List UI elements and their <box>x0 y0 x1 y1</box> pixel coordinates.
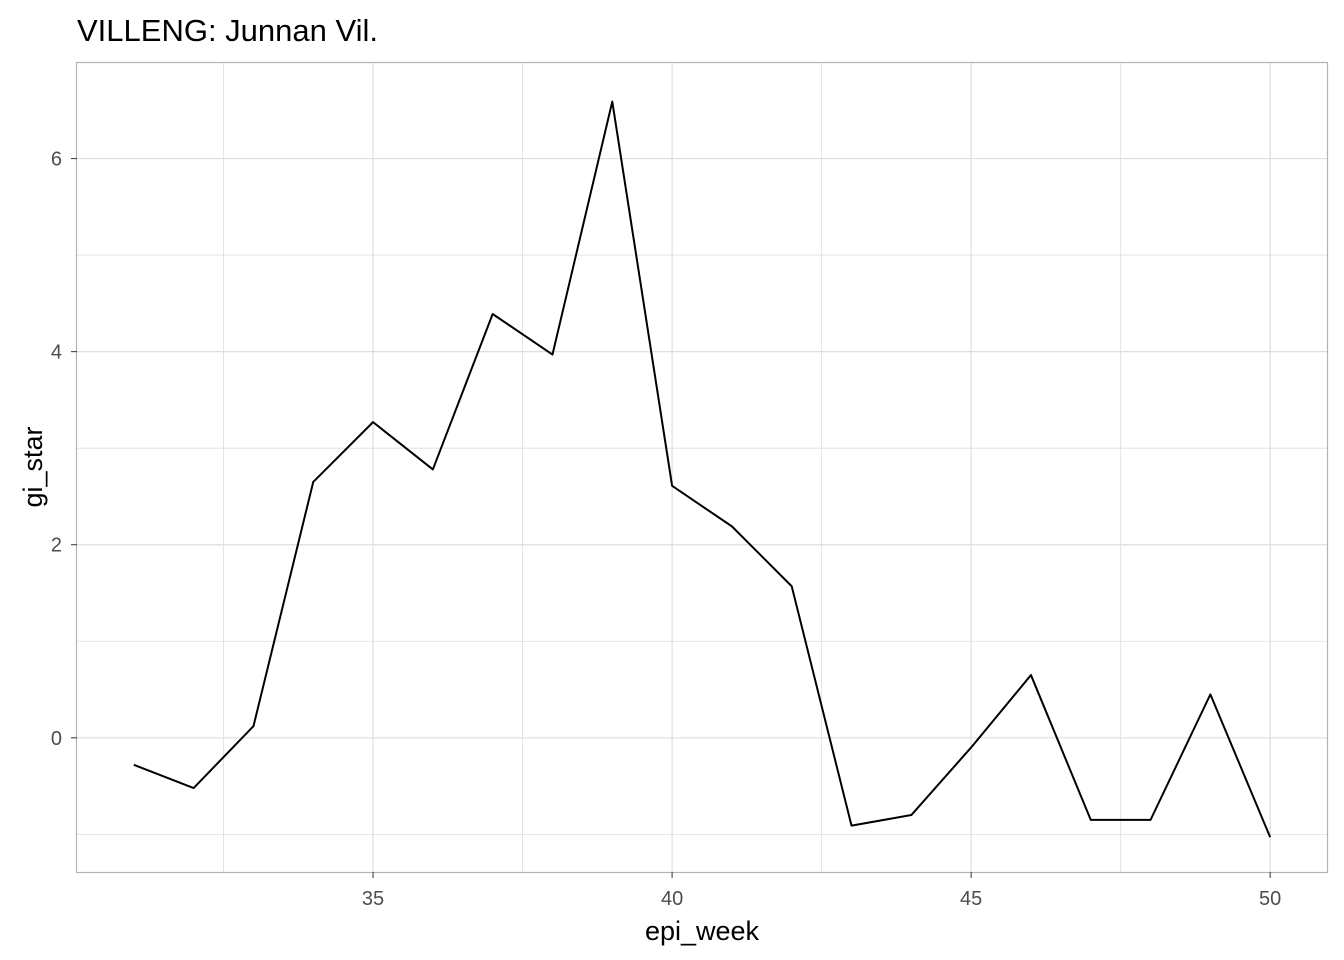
x-tick-label: 45 <box>960 888 982 910</box>
x-tick-label: 50 <box>1259 888 1281 910</box>
y-tick-label: 6 <box>51 149 62 171</box>
x-axis-title: epi_week <box>645 916 760 946</box>
chart-title: VILLENG: Junnan Vil. <box>77 13 378 48</box>
y-tick-label: 0 <box>51 728 62 750</box>
panel-border <box>75 61 1329 874</box>
x-tick-label: 40 <box>661 888 683 910</box>
y-tick-label: 4 <box>51 342 62 364</box>
line-layer <box>133 100 1272 838</box>
y-axis: 0 2 4 6 <box>51 149 77 750</box>
x-axis: 35 40 45 50 <box>362 872 1281 910</box>
series-line <box>133 100 1272 838</box>
x-tick-label: 35 <box>362 888 384 910</box>
y-tick-label: 2 <box>51 535 62 557</box>
y-axis-title: gi_star <box>18 426 48 507</box>
grid <box>77 63 1327 872</box>
